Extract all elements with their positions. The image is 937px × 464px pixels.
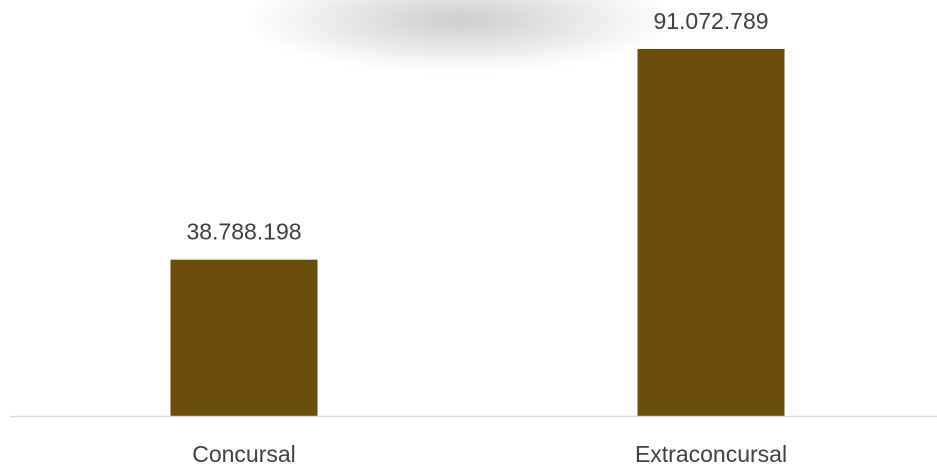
category-label-concursal: Concursal	[192, 441, 296, 464]
bars-group	[170, 49, 785, 416]
bar-extraconcursal	[637, 49, 785, 416]
data-label-extraconcursal: 91.072.789	[653, 8, 768, 34]
category-label-extraconcursal: Extraconcursal	[635, 441, 787, 464]
data-labels-group: 38.788.198 91.072.789	[186, 8, 768, 245]
category-labels-group: Concursal Extraconcursal	[192, 441, 787, 464]
bar-concursal	[170, 259, 318, 416]
data-label-concursal: 38.788.198	[186, 219, 301, 245]
